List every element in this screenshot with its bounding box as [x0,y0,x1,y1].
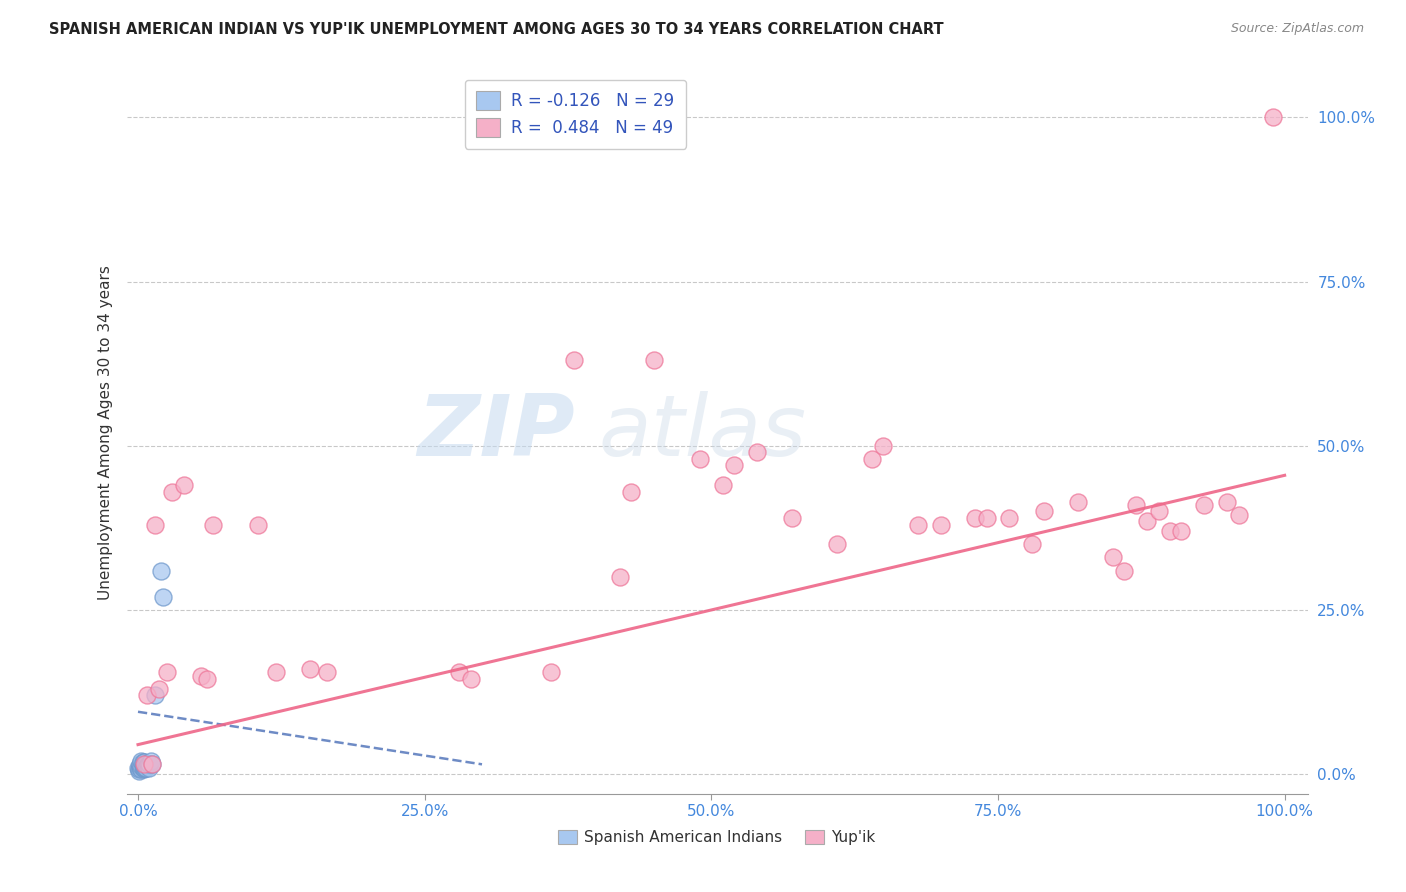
Point [1216,494,1239,508]
Point [131,761,153,775]
Point [1263,111,1285,125]
Point [1147,504,1170,518]
Point [136,689,159,703]
Point [1067,494,1090,508]
Point [264,665,287,680]
Point [148,681,170,696]
Point [643,353,665,368]
Point [609,570,631,584]
Point [138,757,160,772]
Point [129,757,152,772]
Point [136,759,159,773]
Point [562,353,585,368]
Point [173,478,195,492]
Point [929,517,952,532]
Point [998,511,1021,525]
Point [141,757,163,772]
Point [1114,564,1136,578]
Point [1159,524,1181,538]
Point [139,754,162,768]
Point [907,517,929,532]
Legend: Spanish American Indians, Yup'ik: Spanish American Indians, Yup'ik [553,823,882,851]
Point [827,537,849,551]
Point [1136,514,1159,528]
Point [128,762,150,776]
Point [747,445,769,459]
Point [132,756,155,770]
Point [976,511,998,525]
Point [1194,498,1216,512]
Point [162,484,184,499]
Point [134,761,156,775]
Point [201,517,224,532]
Point [1101,550,1123,565]
Point [131,754,153,768]
Point [138,761,160,775]
Point [1125,498,1147,512]
Point [131,756,153,770]
Text: SPANISH AMERICAN INDIAN VS YUP'IK UNEMPLOYMENT AMONG AGES 30 TO 34 YEARS CORRELA: SPANISH AMERICAN INDIAN VS YUP'IK UNEMPL… [49,22,943,37]
Point [860,451,883,466]
Point [127,761,149,775]
Point [872,439,894,453]
Point [136,757,159,772]
Point [156,665,179,680]
Point [132,759,155,773]
Point [132,761,155,775]
Point [143,517,166,532]
Text: atlas: atlas [599,391,807,475]
Point [141,757,163,772]
Point [723,458,745,473]
Point [1227,508,1250,522]
Point [298,662,321,676]
Point [135,761,157,775]
Point [131,762,153,776]
Point [132,762,155,776]
Point [195,672,218,686]
Point [128,764,150,778]
Point [134,757,156,772]
Point [540,665,562,680]
Point [620,484,643,499]
Point [132,757,155,772]
Point [247,517,270,532]
Point [1032,504,1054,518]
Point [129,761,152,775]
Point [316,665,339,680]
Text: Source: ZipAtlas.com: Source: ZipAtlas.com [1230,22,1364,36]
Text: ZIP: ZIP [418,391,575,475]
Point [131,759,153,773]
Point [711,478,734,492]
Point [190,668,212,682]
Point [152,590,174,604]
Point [1021,537,1043,551]
Point [143,689,166,703]
Point [449,665,471,680]
Point [1170,524,1192,538]
Point [149,564,172,578]
Point [689,451,711,466]
Point [780,511,803,525]
Y-axis label: Unemployment Among Ages 30 to 34 years: Unemployment Among Ages 30 to 34 years [97,265,112,600]
Point [963,511,986,525]
Point [460,672,482,686]
Point [135,757,157,772]
Point [131,757,153,772]
Point [129,759,152,773]
